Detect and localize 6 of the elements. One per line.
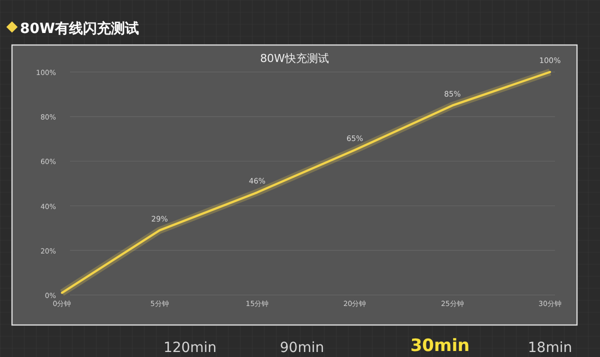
text: 120min [163,340,217,356]
chart-title: 80W有线闪充测试 [20,20,139,37]
text: 18min [528,340,572,356]
text: 90min [280,340,324,356]
chart-subtitle: 80W快充测试 [260,52,329,65]
text: 30min [410,336,470,356]
